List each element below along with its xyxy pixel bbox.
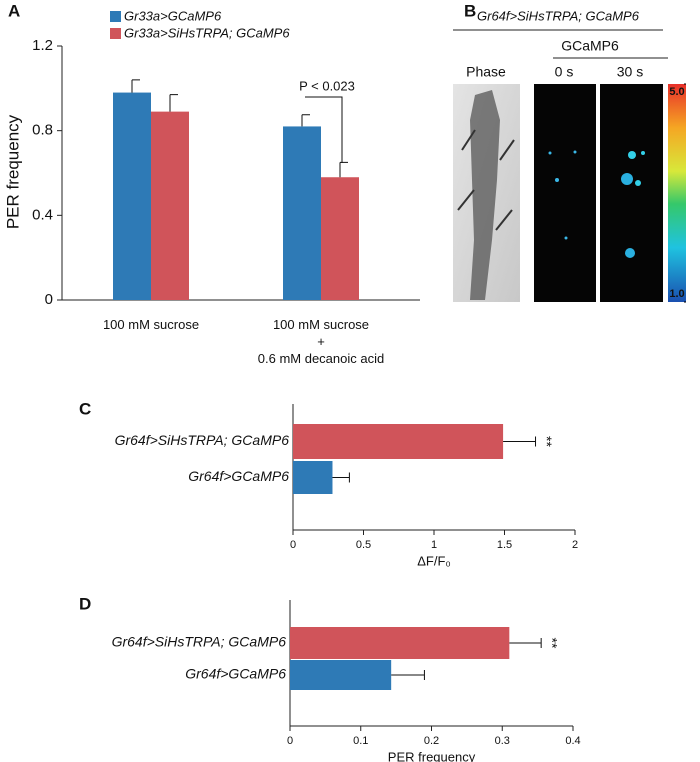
x-tick-label: 0.3 bbox=[495, 735, 510, 747]
legend-label: Gr33a>GCaMP6 bbox=[124, 8, 222, 23]
x-tick-label: 0.5 bbox=[356, 539, 371, 551]
x-tick-label: 100 mM sucrose + 0.6 mM decanoic acid bbox=[257, 317, 385, 366]
x-tick-label: 0.1 bbox=[353, 735, 368, 747]
y-tick-label: 1.2 bbox=[32, 37, 53, 54]
gcamp-30s-image bbox=[600, 84, 663, 302]
bar bbox=[321, 177, 359, 300]
y-tick-label: 0.4 bbox=[32, 206, 53, 223]
colorbar-label: 5.0 bbox=[669, 86, 684, 98]
legend-swatch bbox=[110, 11, 121, 22]
image-label: 0 s bbox=[555, 64, 574, 80]
panel-label: B bbox=[464, 1, 476, 20]
bar bbox=[290, 660, 392, 690]
bar bbox=[113, 92, 151, 300]
y-axis-label: PER frequency bbox=[3, 114, 22, 229]
gcamp-0s-image bbox=[534, 84, 596, 302]
y-tick-label: 0 bbox=[45, 291, 53, 308]
bar bbox=[283, 126, 321, 300]
legend-label: Gr33a>SiHsTRPA; GCaMP6 bbox=[124, 25, 290, 40]
bar bbox=[290, 627, 510, 659]
x-axis-label: ΔF/F₀ bbox=[417, 553, 451, 568]
error-bar bbox=[131, 79, 140, 93]
x-tick-label: 1 bbox=[431, 539, 437, 551]
colorbar bbox=[668, 84, 686, 302]
annotation: P < 0.023 bbox=[299, 78, 355, 93]
significance: ** bbox=[544, 638, 560, 649]
error-bar bbox=[509, 638, 542, 648]
panel-title: Gr64f>SiHsTRPA; GCaMP6 bbox=[477, 8, 640, 23]
x-tick-label: 1.5 bbox=[497, 539, 512, 551]
error-bar bbox=[391, 670, 425, 680]
x-axis-label: PER frequency bbox=[388, 749, 476, 762]
panel-subtitle: GCaMP6 bbox=[561, 38, 619, 54]
legend-swatch bbox=[110, 28, 121, 39]
bar bbox=[293, 461, 333, 494]
y-tick-label: Gr64f>GCaMP6 bbox=[188, 468, 289, 484]
significance: ** bbox=[539, 436, 555, 447]
error-bar bbox=[332, 472, 350, 483]
y-tick-label: Gr64f>SiHsTRPA; GCaMP6 bbox=[112, 634, 287, 650]
panel-label: C bbox=[79, 399, 91, 418]
bar bbox=[151, 111, 189, 300]
x-tick-label: 0.4 bbox=[565, 735, 580, 747]
image-label: Phase bbox=[466, 64, 506, 80]
panel-label: A bbox=[8, 1, 20, 20]
x-tick-label: 0.2 bbox=[424, 735, 439, 747]
error-bar bbox=[301, 114, 310, 127]
image-label: 30 s bbox=[617, 64, 643, 80]
y-tick-label: Gr64f>SiHsTRPA; GCaMP6 bbox=[115, 432, 290, 448]
bracket bbox=[305, 96, 343, 163]
error-bar bbox=[503, 436, 537, 447]
colorbar-label: 1.0 bbox=[669, 288, 684, 300]
phase-image bbox=[453, 84, 520, 302]
error-bar bbox=[339, 161, 348, 178]
panel-label: D bbox=[79, 594, 91, 613]
y-tick-label: 0.8 bbox=[32, 122, 53, 139]
y-tick-label: Gr64f>GCaMP6 bbox=[185, 666, 286, 682]
error-bar bbox=[169, 94, 178, 112]
x-tick-label: 0 bbox=[287, 735, 293, 747]
x-tick-label: 100 mM sucrose bbox=[102, 317, 200, 332]
bar bbox=[293, 424, 504, 459]
x-tick-label: 0 bbox=[290, 539, 296, 551]
x-tick-label: 2 bbox=[572, 539, 578, 551]
